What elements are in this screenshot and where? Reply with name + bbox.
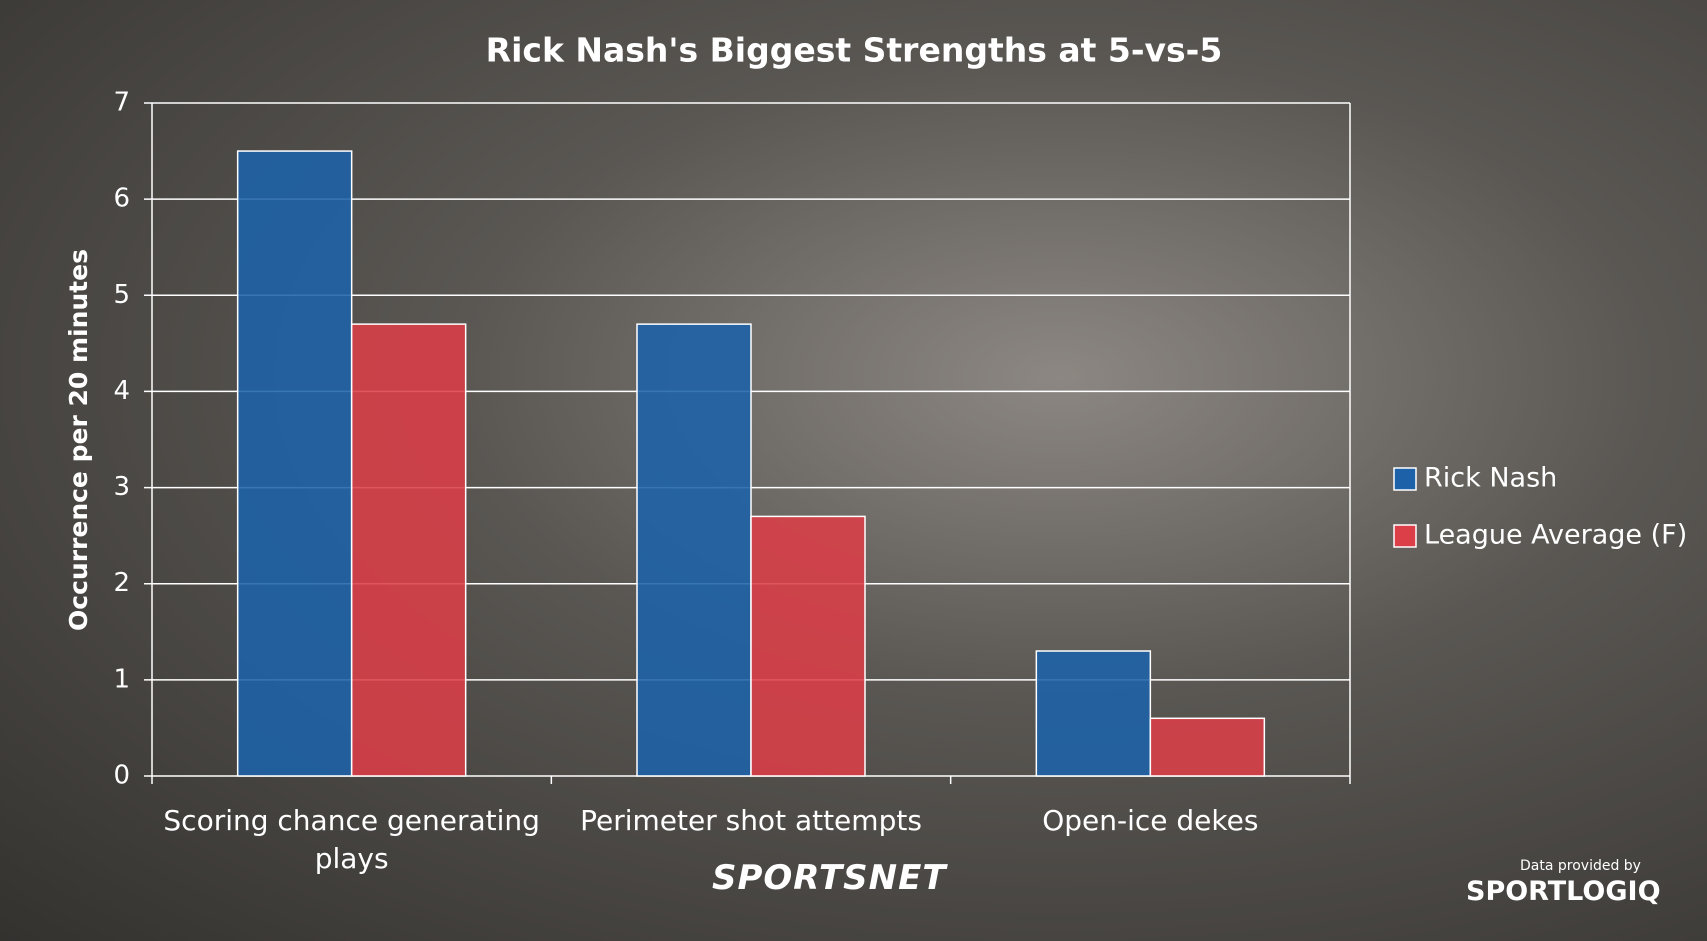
bar: [750, 515, 866, 777]
y-tick-label: 4: [113, 376, 130, 406]
y-tick-label: 7: [113, 88, 130, 118]
broadcaster-logo: SPORTSNET: [712, 858, 947, 898]
y-tick-label: 5: [113, 280, 130, 310]
y-tick-label: 6: [113, 184, 130, 214]
y-tick-label: 0: [113, 761, 130, 791]
provider-logo: SPORTLOGIQ: [1466, 876, 1661, 907]
bar: [1149, 717, 1266, 777]
y-tick-label: 1: [113, 664, 130, 694]
legend-label: Rick Nash: [1424, 463, 1557, 494]
x-tick-label: Perimeter shot attempts: [580, 804, 922, 837]
y-tick-label: 3: [113, 472, 130, 502]
bar: [350, 323, 467, 777]
x-tick-label: Open-ice dekes: [1042, 804, 1259, 837]
y-tick-label: 2: [113, 568, 130, 598]
bar: [236, 150, 353, 777]
legend-label: League Average (F): [1424, 520, 1687, 551]
bar: [636, 323, 752, 777]
x-tick-label: Scoring chance generating plays: [163, 804, 540, 875]
legend-swatch: [1393, 524, 1417, 548]
chart-title: Rick Nash's Biggest Strengths at 5-vs-5: [486, 31, 1223, 70]
bar: [1035, 650, 1152, 777]
y-axis-label: Occurrence per 20 minutes: [64, 249, 93, 631]
legend-swatch: [1393, 467, 1417, 491]
credit-text: Data provided by: [1520, 858, 1641, 874]
